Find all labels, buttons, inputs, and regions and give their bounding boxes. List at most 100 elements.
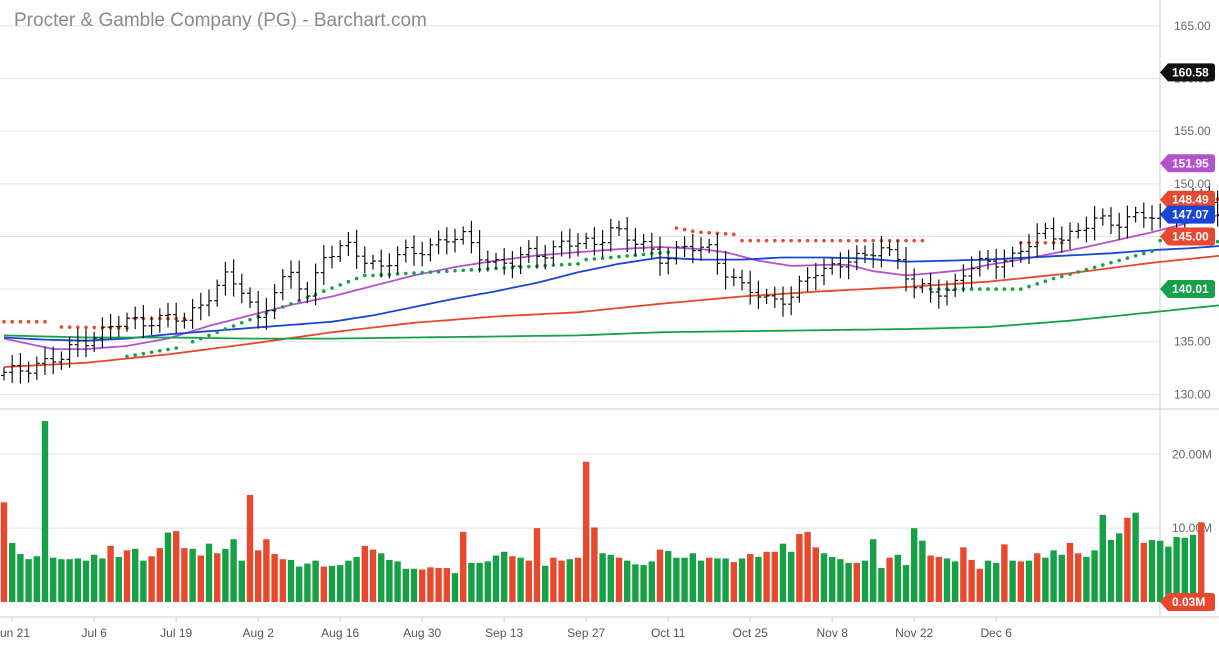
sar-dot xyxy=(2,319,6,324)
volume-bar xyxy=(771,551,778,602)
sar-dot xyxy=(691,229,695,233)
volume-bar xyxy=(566,559,573,602)
sar-dot xyxy=(18,319,23,324)
volume-bar xyxy=(468,562,475,602)
volume-bar xyxy=(1050,550,1057,602)
sar-dot xyxy=(1092,265,1097,270)
sar-dot xyxy=(838,238,843,243)
volume-bar xyxy=(287,559,295,602)
volume-bar xyxy=(312,560,319,602)
volume-bar xyxy=(607,554,614,602)
volume-bar xyxy=(1124,517,1131,602)
sar-dot xyxy=(330,286,334,290)
volume-bar xyxy=(107,545,114,602)
sar-dot xyxy=(322,289,326,293)
sar-dot xyxy=(1142,251,1146,256)
volume-bar xyxy=(17,554,24,602)
volume-bar xyxy=(58,559,65,602)
volume-bar xyxy=(976,568,983,602)
sar-dot xyxy=(1084,267,1089,272)
volume-bar xyxy=(33,556,40,602)
volume-bar xyxy=(665,551,672,602)
volume-bar xyxy=(517,557,524,602)
price-badge-label: 160.58 xyxy=(1172,65,1209,79)
volume-bar xyxy=(993,562,1000,602)
sar-dot xyxy=(436,269,441,274)
volume-bar xyxy=(41,421,49,602)
time-tick-label: Aug 16 xyxy=(321,626,359,640)
sar-dot xyxy=(453,268,457,273)
sar-dot xyxy=(600,256,605,260)
volume-bar xyxy=(386,559,393,602)
volume-bar xyxy=(673,557,680,602)
sar-dot xyxy=(59,325,64,329)
volume-bar xyxy=(82,560,90,602)
sar-dot xyxy=(289,302,293,306)
sar-dot xyxy=(559,262,564,267)
sar-dot xyxy=(412,271,416,275)
volume-bar xyxy=(812,547,819,602)
sar-dot xyxy=(354,276,359,281)
volume-bar xyxy=(599,553,606,602)
volume-bar xyxy=(74,558,81,602)
volume-bar xyxy=(952,561,959,602)
volume-bar xyxy=(337,565,344,602)
volume-bar xyxy=(238,560,245,602)
volume-bar xyxy=(1198,522,1205,602)
sar-dot xyxy=(978,287,982,291)
volume-bar xyxy=(378,553,385,602)
volume-bar xyxy=(1075,553,1082,602)
sar-dot xyxy=(190,339,195,344)
volume-bar xyxy=(50,557,57,602)
sar-dot xyxy=(568,262,572,267)
sar-dot xyxy=(764,238,769,243)
sar-dot xyxy=(527,264,531,269)
sar-dot xyxy=(904,238,908,243)
volume-bar xyxy=(870,539,877,602)
sar-dot xyxy=(281,305,285,309)
volume-bar xyxy=(246,494,254,602)
sar-dot xyxy=(199,336,203,341)
volume-bar xyxy=(656,549,664,602)
volume-bar xyxy=(501,551,508,602)
time-tick-label: Oct 25 xyxy=(733,626,769,640)
volume-bar xyxy=(1157,540,1164,602)
sar-dot xyxy=(994,287,998,291)
volume-bar xyxy=(123,550,131,602)
volume-bar xyxy=(173,531,180,602)
volume-bar xyxy=(451,573,459,602)
sar-dot xyxy=(133,353,137,357)
volume-bar xyxy=(304,563,311,602)
sar-dot xyxy=(707,230,711,235)
sar-dot xyxy=(420,270,425,275)
volume-bar xyxy=(509,556,516,602)
volume-bar xyxy=(427,567,434,602)
volume-bar xyxy=(279,559,286,602)
volume-bar xyxy=(99,558,106,602)
volume-bar xyxy=(927,555,934,602)
sar-dot xyxy=(732,232,736,237)
sar-dot xyxy=(92,325,96,330)
volume-bar xyxy=(460,531,467,602)
price-badge-label: 140.01 xyxy=(1172,282,1209,296)
price-badge xyxy=(1160,190,1215,209)
volume-bar xyxy=(624,560,631,602)
sar-dot xyxy=(35,319,39,324)
sar-dot xyxy=(781,238,785,243)
sar-dot xyxy=(863,238,867,243)
sar-dot xyxy=(1043,240,1048,245)
price-badge xyxy=(1160,279,1215,298)
sar-dot xyxy=(1019,287,1023,291)
volume-bar xyxy=(435,568,442,602)
price-tick-label: 130.00 xyxy=(1174,387,1211,401)
volume-bar xyxy=(861,560,869,602)
volume-bar xyxy=(943,558,951,602)
time-tick-label: Sep 13 xyxy=(485,626,523,640)
sar-dot xyxy=(625,254,629,258)
sar-dot xyxy=(338,283,343,287)
sar-dot xyxy=(1101,263,1105,267)
time-tick-label: Dec 6 xyxy=(981,626,1013,640)
sar-dot xyxy=(67,325,72,329)
